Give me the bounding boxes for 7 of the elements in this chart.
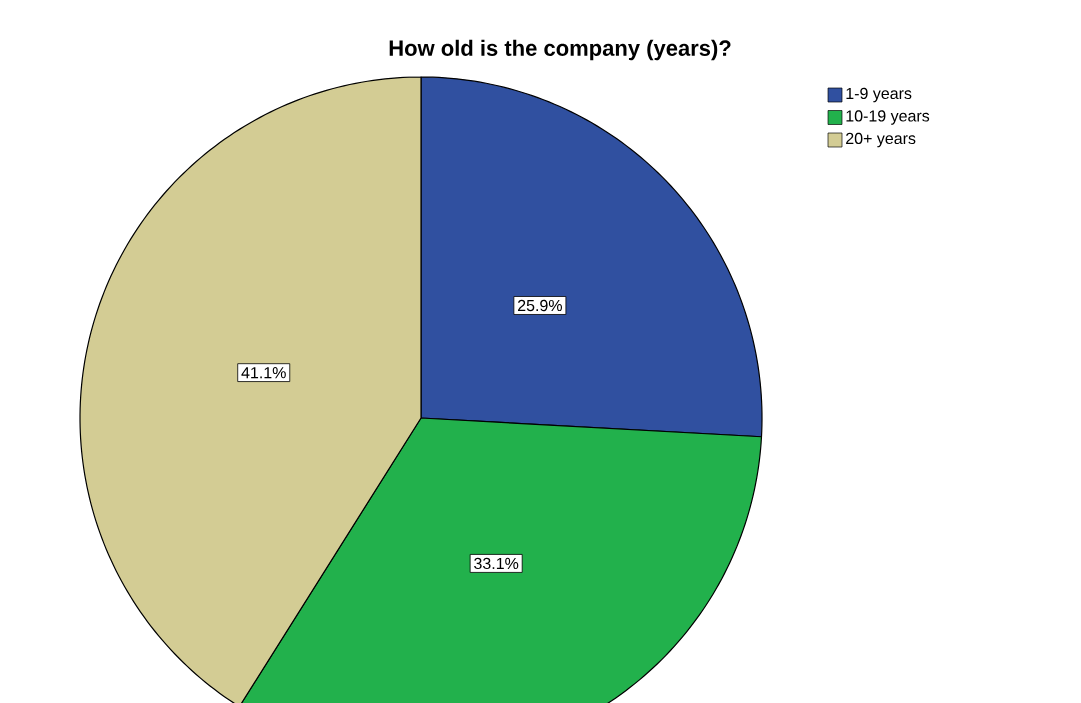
data-label: 25.9% <box>517 299 562 312</box>
legend-label: 20+ years <box>846 132 916 148</box>
data-label: 41.1% <box>241 367 286 379</box>
chart-title: How old is the company (years)? <box>389 39 731 61</box>
legend-label: 1-9 years <box>846 87 912 103</box>
data-label: 33.1% <box>474 557 519 570</box>
legend-label: 10-19 years <box>846 110 930 125</box>
